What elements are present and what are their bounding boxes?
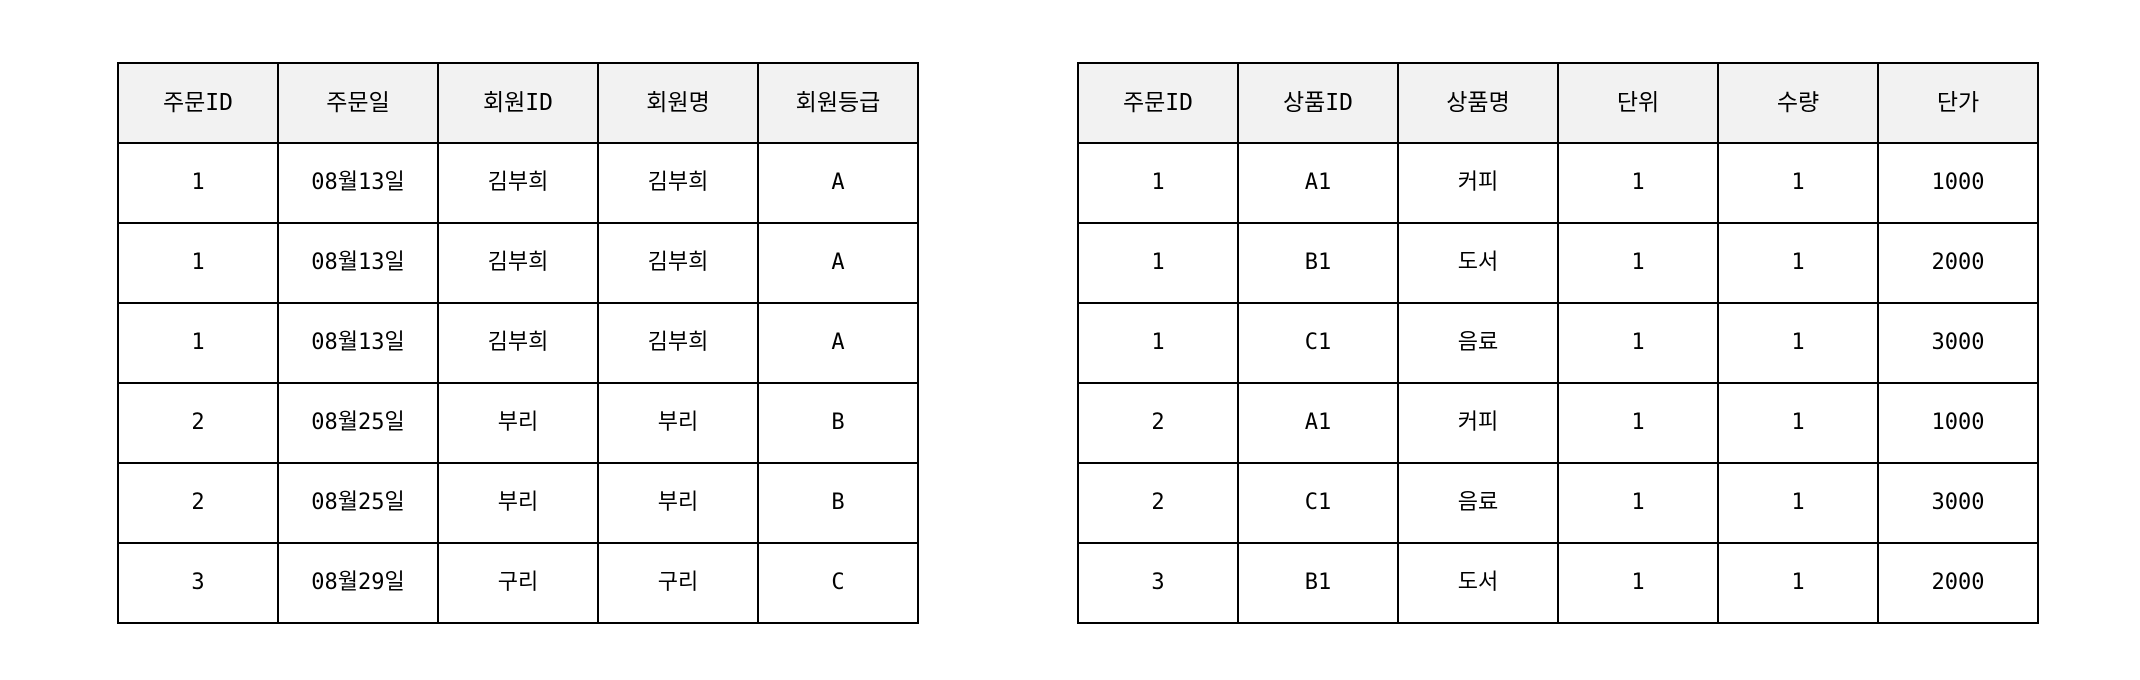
orders-cell: 08월25일 bbox=[277, 382, 439, 464]
orders-cell: 3 bbox=[117, 542, 279, 624]
items-header-cell: 단위 bbox=[1557, 62, 1719, 144]
items-cell: 1 bbox=[1557, 462, 1719, 544]
items-cell: 커피 bbox=[1397, 382, 1559, 464]
items-cell: 1 bbox=[1557, 222, 1719, 304]
items-cell: 3 bbox=[1077, 542, 1239, 624]
items-cell: 3000 bbox=[1877, 302, 2039, 384]
orders-cell: 부리 bbox=[437, 462, 599, 544]
orders-row: 2 08월25일 부리 부리 B bbox=[117, 382, 919, 464]
orders-cell: 부리 bbox=[597, 382, 759, 464]
items-cell: 1 bbox=[1717, 382, 1879, 464]
orders-header-cell: 회원등급 bbox=[757, 62, 919, 144]
items-cell: A1 bbox=[1237, 382, 1399, 464]
orders-row: 1 08월13일 김부희 김부희 A bbox=[117, 302, 919, 384]
items-cell: 3000 bbox=[1877, 462, 2039, 544]
orders-header-cell: 회원ID bbox=[437, 62, 599, 144]
orders-cell: 2 bbox=[117, 462, 279, 544]
orders-row: 2 08월25일 부리 부리 B bbox=[117, 462, 919, 544]
items-cell: 2 bbox=[1077, 382, 1239, 464]
orders-header-row: 주문ID 주문일 회원ID 회원명 회원등급 bbox=[117, 62, 919, 144]
orders-cell: 08월13일 bbox=[277, 302, 439, 384]
orders-cell: 1 bbox=[117, 302, 279, 384]
orders-cell: 부리 bbox=[437, 382, 599, 464]
items-row: 3 B1 도서 1 1 2000 bbox=[1077, 542, 2039, 624]
orders-cell: A bbox=[757, 302, 919, 384]
orders-cell: 2 bbox=[117, 382, 279, 464]
items-row: 1 A1 커피 1 1 1000 bbox=[1077, 142, 2039, 224]
orders-cell: 구리 bbox=[597, 542, 759, 624]
items-cell: B1 bbox=[1237, 222, 1399, 304]
items-cell: 1 bbox=[1557, 142, 1719, 224]
items-cell: 1000 bbox=[1877, 382, 2039, 464]
items-row: 1 C1 음료 1 1 3000 bbox=[1077, 302, 2039, 384]
items-cell: 음료 bbox=[1397, 302, 1559, 384]
items-header-cell: 주문ID bbox=[1077, 62, 1239, 144]
orders-row: 1 08월13일 김부희 김부희 A bbox=[117, 222, 919, 304]
items-cell: 2000 bbox=[1877, 222, 2039, 304]
items-row: 2 A1 커피 1 1 1000 bbox=[1077, 382, 2039, 464]
orders-cell: 김부희 bbox=[597, 302, 759, 384]
items-cell: 1 bbox=[1717, 142, 1879, 224]
items-cell: 커피 bbox=[1397, 142, 1559, 224]
items-cell: 1000 bbox=[1877, 142, 2039, 224]
orders-cell: 08월25일 bbox=[277, 462, 439, 544]
items-row: 2 C1 음료 1 1 3000 bbox=[1077, 462, 2039, 544]
orders-cell: 김부희 bbox=[437, 222, 599, 304]
items-cell: 1 bbox=[1077, 142, 1239, 224]
orders-cell: 부리 bbox=[597, 462, 759, 544]
items-cell: 1 bbox=[1557, 302, 1719, 384]
items-cell: 음료 bbox=[1397, 462, 1559, 544]
items-cell: 1 bbox=[1717, 542, 1879, 624]
items-cell: 1 bbox=[1717, 302, 1879, 384]
items-cell: 1 bbox=[1077, 222, 1239, 304]
orders-cell: A bbox=[757, 222, 919, 304]
orders-cell: B bbox=[757, 382, 919, 464]
orders-cell: 08월29일 bbox=[277, 542, 439, 624]
orders-cell: B bbox=[757, 462, 919, 544]
items-header-cell: 상품ID bbox=[1237, 62, 1399, 144]
items-cell: 도서 bbox=[1397, 542, 1559, 624]
orders-cell: 김부희 bbox=[437, 142, 599, 224]
orders-cell: 1 bbox=[117, 142, 279, 224]
items-cell: B1 bbox=[1237, 542, 1399, 624]
orders-cell: 1 bbox=[117, 222, 279, 304]
orders-cell: 김부희 bbox=[597, 142, 759, 224]
orders-header-cell: 주문일 bbox=[277, 62, 439, 144]
items-cell: 1 bbox=[1077, 302, 1239, 384]
items-header-cell: 단가 bbox=[1877, 62, 2039, 144]
items-cell: 도서 bbox=[1397, 222, 1559, 304]
orders-row: 1 08월13일 김부희 김부희 A bbox=[117, 142, 919, 224]
orders-cell: C bbox=[757, 542, 919, 624]
orders-cell: 김부희 bbox=[437, 302, 599, 384]
orders-cell: 08월13일 bbox=[277, 222, 439, 304]
items-cell: C1 bbox=[1237, 462, 1399, 544]
orders-row: 3 08월29일 구리 구리 C bbox=[117, 542, 919, 624]
items-header-row: 주문ID 상품ID 상품명 단위 수량 단가 bbox=[1077, 62, 2039, 144]
items-cell: 2000 bbox=[1877, 542, 2039, 624]
items-row: 1 B1 도서 1 1 2000 bbox=[1077, 222, 2039, 304]
orders-header-cell: 주문ID bbox=[117, 62, 279, 144]
orders-cell: A bbox=[757, 142, 919, 224]
orders-header-cell: 회원명 bbox=[597, 62, 759, 144]
items-cell: 1 bbox=[1557, 542, 1719, 624]
orders-table: 주문ID 주문일 회원ID 회원명 회원등급 1 08월13일 김부희 김부희 … bbox=[117, 62, 919, 624]
order-items-table: 주문ID 상품ID 상품명 단위 수량 단가 1 A1 커피 1 1 1000 … bbox=[1077, 62, 2039, 624]
items-cell: A1 bbox=[1237, 142, 1399, 224]
items-cell: C1 bbox=[1237, 302, 1399, 384]
orders-cell: 김부희 bbox=[597, 222, 759, 304]
items-header-cell: 수량 bbox=[1717, 62, 1879, 144]
orders-cell: 08월13일 bbox=[277, 142, 439, 224]
items-cell: 2 bbox=[1077, 462, 1239, 544]
orders-cell: 구리 bbox=[437, 542, 599, 624]
items-cell: 1 bbox=[1557, 382, 1719, 464]
items-cell: 1 bbox=[1717, 462, 1879, 544]
items-header-cell: 상품명 bbox=[1397, 62, 1559, 144]
items-cell: 1 bbox=[1717, 222, 1879, 304]
